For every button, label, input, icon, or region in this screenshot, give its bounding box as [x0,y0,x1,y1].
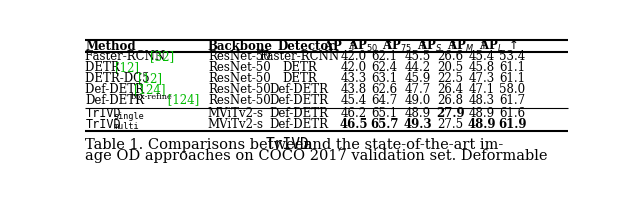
Text: age OD approaches on COCO 2017 validation set. Deformable: age OD approaches on COCO 2017 validatio… [85,148,548,163]
Text: Faster-RCNN: Faster-RCNN [85,50,170,63]
Text: AP$_L$ $\uparrow$: AP$_L$ $\uparrow$ [479,38,518,54]
Text: 64.7: 64.7 [371,94,397,107]
Text: 43.8: 43.8 [340,83,367,96]
Text: ResNet-50: ResNet-50 [208,50,271,63]
Text: 46.5: 46.5 [339,118,368,131]
Text: 20.5: 20.5 [437,61,463,74]
Text: ResNet-50: ResNet-50 [208,72,271,85]
Text: AP $\uparrow$: AP $\uparrow$ [323,39,356,53]
Text: DETR-DC5: DETR-DC5 [85,72,154,85]
Text: [12]: [12] [115,61,140,74]
Text: Method: Method [85,40,136,53]
Text: 48.9: 48.9 [405,107,431,120]
Text: [124]: [124] [134,83,166,96]
Text: 61.6: 61.6 [499,107,525,120]
Text: 65.7: 65.7 [371,118,399,131]
Text: 26.8: 26.8 [438,94,463,107]
Text: 65.1: 65.1 [371,107,397,120]
Text: 62.1: 62.1 [372,50,397,63]
Text: 22.5: 22.5 [438,72,463,85]
Text: Def-DETR: Def-DETR [270,107,329,120]
Text: 47.1: 47.1 [468,83,495,96]
Text: and the state-of-the-art im-: and the state-of-the-art im- [300,138,504,152]
Text: Def-DETR: Def-DETR [270,94,329,107]
Text: 45.5: 45.5 [404,50,431,63]
Text: 27.5: 27.5 [437,118,463,131]
Text: TrIVD: TrIVD [85,107,121,120]
Text: AP$_S$ $\uparrow$: AP$_S$ $\uparrow$ [417,38,456,54]
Text: ResNet-50: ResNet-50 [208,83,271,96]
Text: MViTv2-s: MViTv2-s [208,107,264,120]
Text: Table 1. Comparisons between: Table 1. Comparisons between [85,138,318,152]
Text: 44.2: 44.2 [405,61,431,74]
Text: 26.4: 26.4 [437,83,463,96]
Text: [32]: [32] [150,50,175,63]
Text: multi: multi [113,122,139,131]
Text: ResNet-50: ResNet-50 [208,61,271,74]
Text: 48.9: 48.9 [467,118,496,131]
Text: 53.4: 53.4 [499,50,525,63]
Text: TrIVD: TrIVD [85,118,121,131]
Text: 27.9: 27.9 [436,107,465,120]
Text: box-refine: box-refine [131,93,173,101]
Text: 47.7: 47.7 [404,83,431,96]
Text: AP$_{50}$ $\uparrow$: AP$_{50}$ $\uparrow$ [348,38,393,54]
Text: 61.9: 61.9 [498,118,527,131]
Text: 48.3: 48.3 [468,94,495,107]
Text: 47.3: 47.3 [468,72,495,85]
Text: [124]: [124] [163,94,199,107]
Text: 48.9: 48.9 [468,107,495,120]
Text: 49.3: 49.3 [404,118,432,131]
Text: single: single [113,112,144,121]
Text: 45.8: 45.8 [468,61,495,74]
Text: MViTv2-s: MViTv2-s [208,118,264,131]
Text: 45.4: 45.4 [468,50,495,63]
Text: 61.1: 61.1 [499,72,525,85]
Text: DETR: DETR [282,72,317,85]
Text: 45.9: 45.9 [404,72,431,85]
Text: 61.1: 61.1 [499,61,525,74]
Text: Detector: Detector [278,40,335,53]
Text: AP$_{75}$ $\uparrow$: AP$_{75}$ $\uparrow$ [381,38,426,54]
Text: 62.4: 62.4 [371,61,397,74]
Text: DETR: DETR [85,61,124,74]
Text: Faster-RCNN: Faster-RCNN [259,50,339,63]
Text: AP$_M$ $\uparrow$: AP$_M$ $\uparrow$ [447,38,488,54]
Text: Def-DETR: Def-DETR [270,83,329,96]
Text: 42.0: 42.0 [340,50,367,63]
Text: DETR: DETR [282,61,317,74]
Text: 61.7: 61.7 [499,94,525,107]
Text: 62.6: 62.6 [371,83,397,96]
Text: ResNet-50: ResNet-50 [208,94,271,107]
Text: [12]: [12] [138,72,163,85]
Text: Def-DETR: Def-DETR [85,83,148,96]
Text: TrIVD: TrIVD [266,137,309,152]
Text: 45.4: 45.4 [340,94,367,107]
Text: 63.1: 63.1 [371,72,397,85]
Text: 26.6: 26.6 [437,50,463,63]
Text: 43.3: 43.3 [340,72,367,85]
Text: Def-DETR: Def-DETR [85,94,145,107]
Text: 58.0: 58.0 [499,83,525,96]
Text: 49.0: 49.0 [404,94,431,107]
Text: Def-DETR: Def-DETR [270,118,329,131]
Text: 42.0: 42.0 [340,61,367,74]
Text: 46.2: 46.2 [340,107,367,120]
Text: Backbone: Backbone [208,40,273,53]
